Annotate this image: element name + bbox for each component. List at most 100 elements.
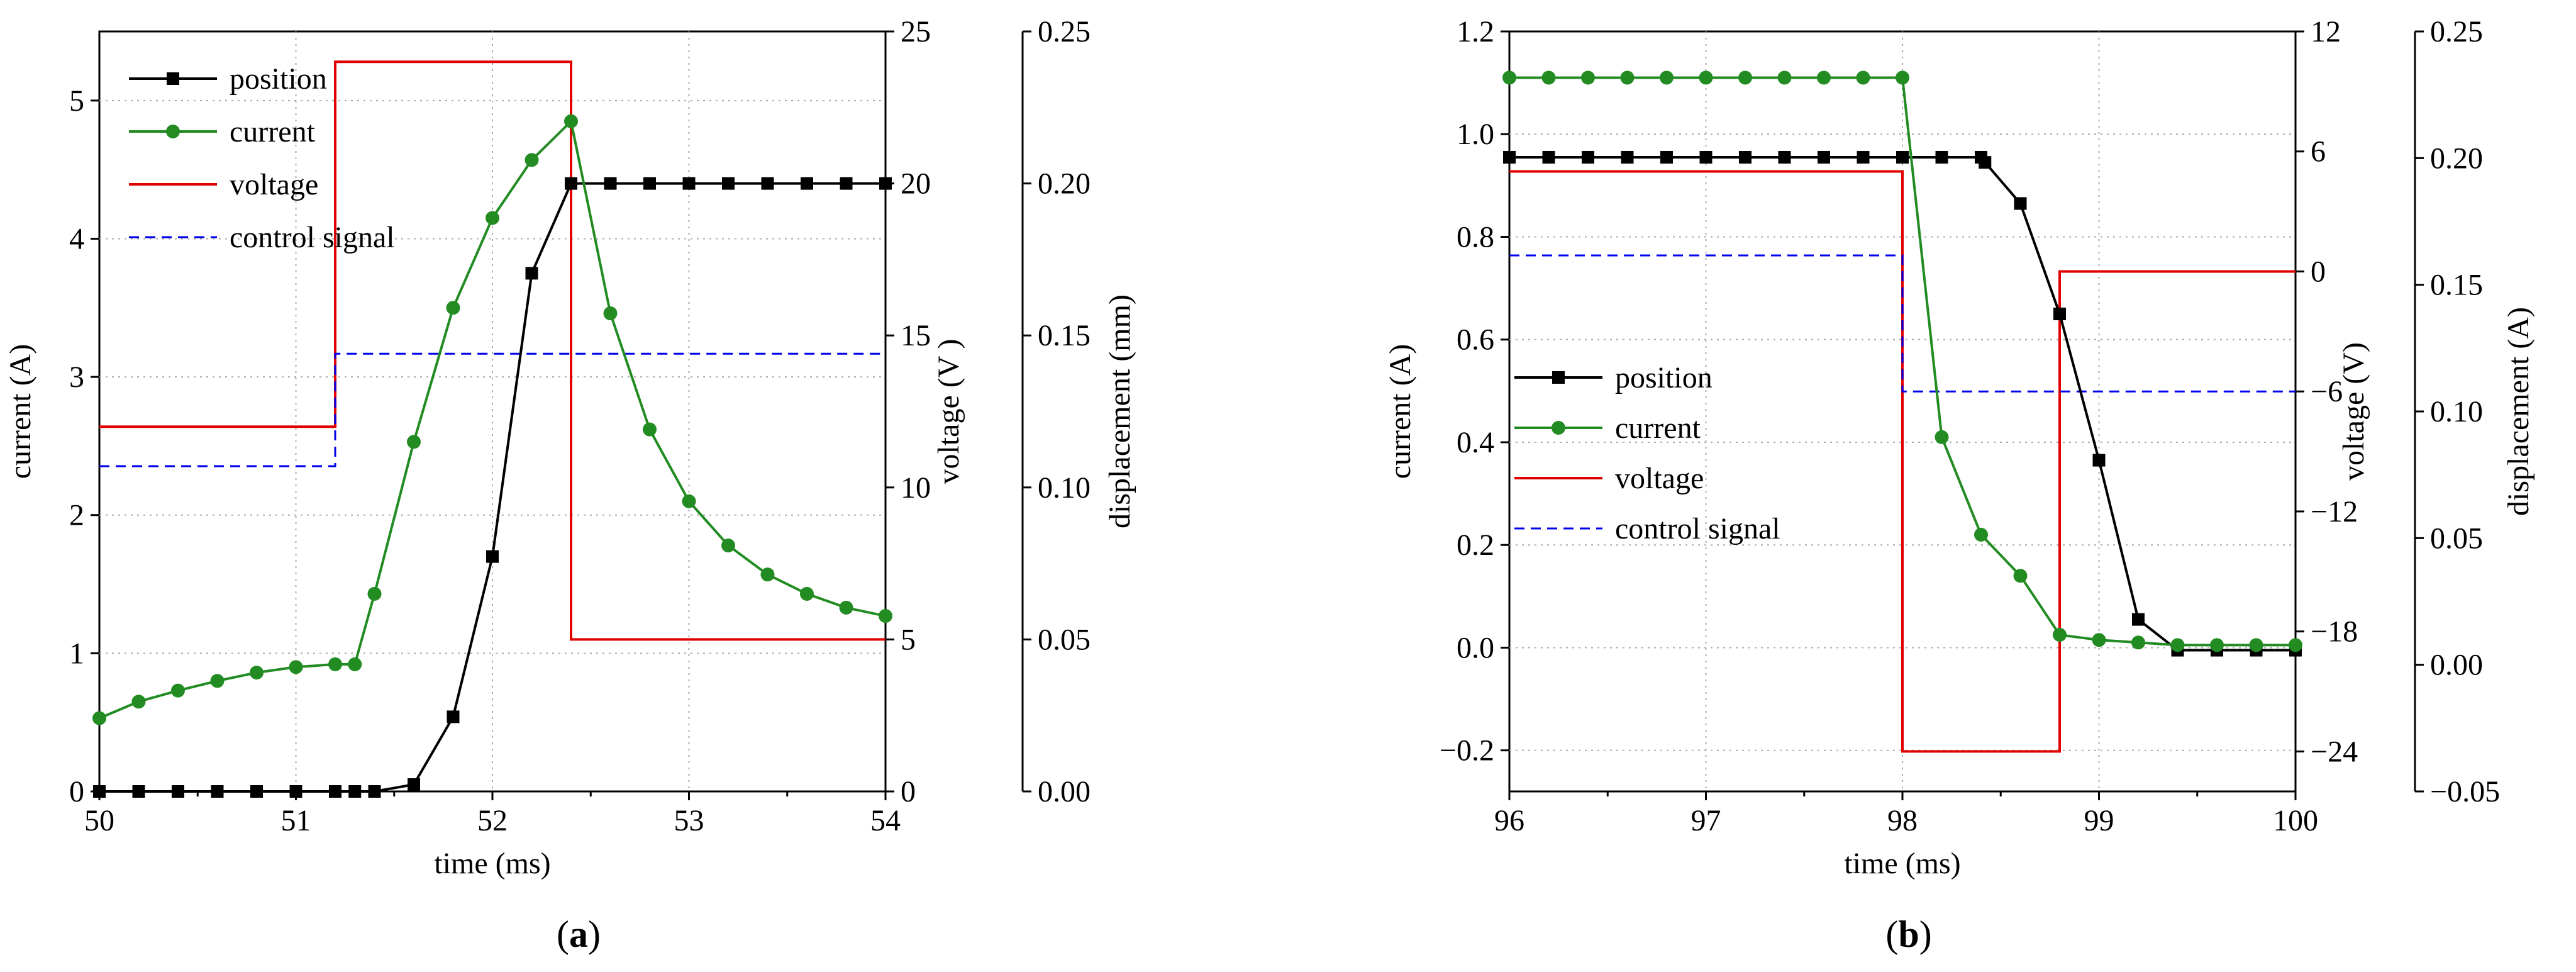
data-point-position [761,177,774,190]
data-point-current [721,539,735,553]
y-tick-label-current: 0.8 [1457,220,1494,254]
data-point-position [250,785,263,798]
data-point-current [879,609,892,623]
y-axis-label-displacement: displacement (A) [2502,307,2535,516]
legend-marker [166,125,180,138]
data-point-current [1502,70,1516,85]
y-axis-label-displacement: displacement (mm) [1103,294,1136,528]
y-tick-label-current: 3 [69,360,84,394]
y-tick-label-displacement: 0.10 [2430,395,2483,428]
data-point-current [2053,628,2067,642]
data-point-current [367,586,382,601]
y-tick-label-displacement: 0.10 [1038,471,1091,505]
y-tick-label-displacement: 0.20 [1038,167,1091,201]
data-point-position [132,785,145,798]
data-point-position [801,177,813,190]
legend-label: control signal [1615,512,1780,545]
legend: position current voltage control signal [129,62,395,254]
y-tick-label-voltage: 0 [901,775,916,808]
y-tick-label-current: 4 [69,222,84,255]
legend-label: control signal [230,221,395,254]
y-tick-label-current: 0.6 [1457,323,1494,357]
y-axis-label-current: current (A) [1384,344,1417,479]
data-point-position [1739,150,1752,164]
x-tick-label: 50 [84,804,114,837]
y-tick-label-displacement: −0.05 [2430,775,2500,808]
y-tick-label-voltage: 10 [901,471,931,505]
legend-label: voltage [1615,462,1704,495]
data-point-position [1857,150,1870,164]
y-tick-label-current: −0.2 [1440,734,1494,768]
x-tick-label: 53 [674,804,704,837]
y-tick-label-current: 2 [69,499,84,532]
data-point-current [564,114,578,128]
panel-label: (a) [557,913,601,955]
data-point-current [2210,638,2224,652]
data-point-position [2132,613,2145,626]
y-tick-label-displacement: 0.00 [1038,775,1091,808]
data-point-current [171,683,185,698]
legend-label: position [1615,361,1713,394]
data-point-current [1699,70,1713,85]
data-point-position [1778,150,1791,164]
data-point-position [1503,150,1516,164]
data-point-position [172,785,184,798]
data-point-position [2053,307,2066,320]
data-point-current [1817,70,1831,85]
x-tick-label: 98 [1887,804,1918,837]
legend-label: current [1615,411,1701,445]
data-point-position [408,778,420,791]
data-point-position [1699,150,1713,164]
legend-label: position [230,62,327,96]
y-tick-label-displacement: 0.20 [2430,142,2483,175]
x-axis-label: time (ms) [434,847,550,880]
data-point-current [800,586,814,601]
y-tick-label-displacement: 0.15 [1038,319,1091,352]
y-axis-label-voltage: voltage (V ) [932,338,965,484]
data-point-position [2092,454,2106,467]
x-tick-label: 54 [870,804,901,837]
x-tick-label: 97 [1691,804,1721,837]
data-point-position [1896,150,1909,164]
data-point-current [2170,638,2185,652]
data-point-current [1660,70,1674,85]
panel-label-open: ( [557,913,569,955]
data-point-current [525,153,539,167]
data-point-position [211,785,224,798]
data-point-position [1542,150,1555,164]
panel-label-open: ( [1885,913,1898,955]
data-point-current [839,600,853,615]
y-tick-label-voltage: 20 [901,167,931,201]
y-tick-label-displacement: 0.00 [2430,649,2483,682]
data-point-position [840,177,853,190]
panel-label: (b) [1885,913,1931,955]
data-point-current [643,422,657,437]
chart-panel-b: 96 97 98 99 100 −0.2 0.0 0.2 0.4 0.6 0.8 1.0 1.2 curr… [1384,15,2535,955]
data-point-current [1974,527,1988,542]
y-tick-label-voltage: −18 [2311,615,2358,649]
panel-label-letter: b [1898,913,1919,955]
y-tick-label-displacement: 0.25 [2430,15,2483,48]
data-point-current [2013,569,2028,583]
y-tick-label-displacement: 0.05 [2430,522,2483,555]
y-tick-label-current: 1.0 [1457,118,1494,151]
data-point-position [525,267,538,280]
legend-marker [1552,371,1565,384]
data-point-current [1777,70,1792,85]
data-point-position [1660,150,1673,164]
data-point-current [1620,70,1635,85]
data-point-current [407,435,421,449]
y-tick-label-current: 5 [69,84,84,118]
y-tick-label-voltage: 0 [2311,255,2326,288]
y-tick-label-voltage: 5 [901,623,916,656]
y-tick-label-current: 0.2 [1457,528,1494,562]
data-point-current [1541,70,1556,85]
y-tick-label-current: 1 [69,637,84,670]
data-point-current [1856,70,1870,85]
data-point-current [1738,70,1752,85]
data-point-current [486,211,499,225]
data-point-position [2014,197,2027,210]
x-tick-label: 52 [477,804,508,837]
